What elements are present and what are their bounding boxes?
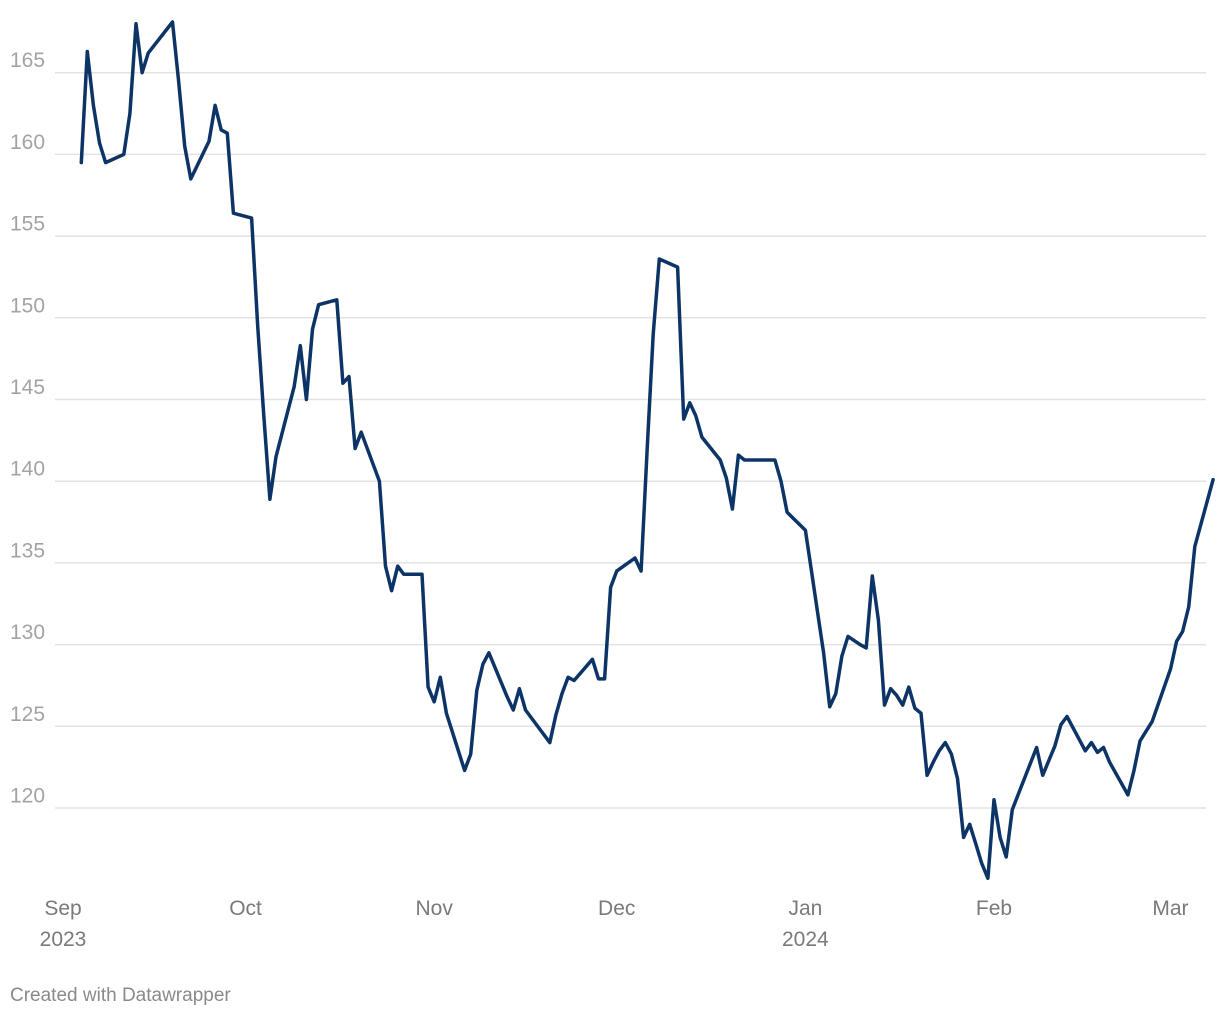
grid-layer xyxy=(55,71,1206,809)
x-tick-label-mar: Mar xyxy=(1152,897,1188,920)
x-tick-year-2024: 2024 xyxy=(782,928,829,951)
x-tick-label-nov: Nov xyxy=(416,897,454,920)
y-axis-ticks: 120 125 130 135 140 145 150 155 160 165 xyxy=(10,49,45,807)
x-tick-label-feb: Feb xyxy=(976,897,1012,920)
y-tick-label-165: 165 xyxy=(10,49,45,72)
x-tick-label-jan: Jan xyxy=(788,897,822,920)
credit-text: Created with Datawrapper xyxy=(10,985,231,1006)
y-tick-label-125: 125 xyxy=(10,703,45,726)
y-tick-label-120: 120 xyxy=(10,785,45,808)
y-tick-label-130: 130 xyxy=(10,621,45,644)
x-tick-year-2023: 2023 xyxy=(40,928,87,951)
y-tick-label-140: 140 xyxy=(10,458,45,481)
series-layer xyxy=(79,20,1215,881)
x-tick-label-oct: Oct xyxy=(229,897,262,920)
line-chart: 120 125 130 135 140 145 150 155 160 165 Sep 2023 Oc… xyxy=(10,20,1215,951)
series-line-0 xyxy=(79,20,1215,881)
y-tick-label-150: 150 xyxy=(10,294,45,317)
y-tick-label-160: 160 xyxy=(10,131,45,154)
y-tick-label-145: 145 xyxy=(10,376,45,399)
y-tick-label-155: 155 xyxy=(10,213,45,236)
x-tick-label-sep: Sep xyxy=(44,897,81,920)
x-axis-ticks: Sep 2023 Oct Nov Dec Jan 2024 Feb Mar xyxy=(40,897,1189,951)
x-tick-label-dec: Dec xyxy=(598,897,635,920)
y-tick-label-135: 135 xyxy=(10,539,45,562)
